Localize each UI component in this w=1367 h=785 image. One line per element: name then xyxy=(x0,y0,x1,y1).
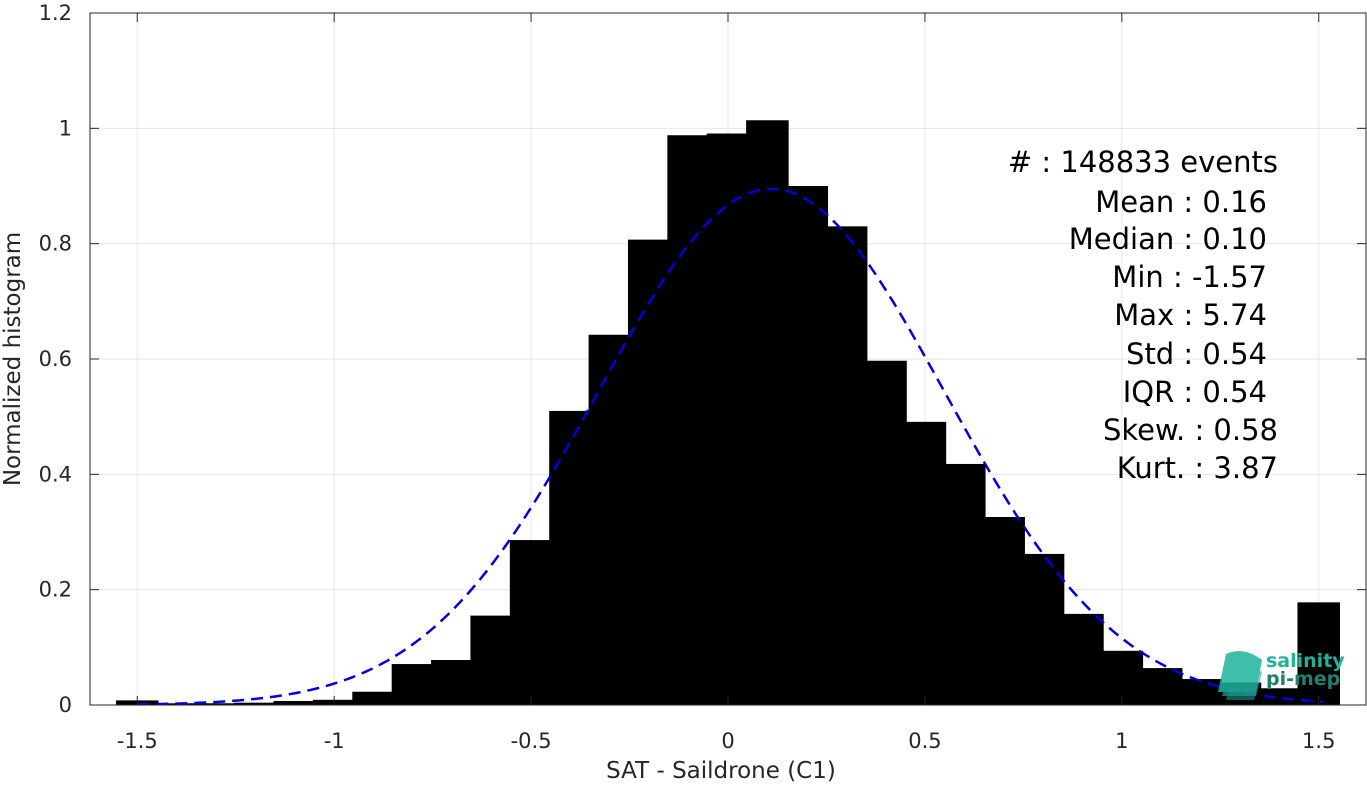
histogram-bar xyxy=(273,700,317,705)
histogram-bar xyxy=(982,517,1025,705)
histogram-bar xyxy=(234,702,277,705)
stats-iqr: IQR : 0.54 xyxy=(1123,375,1267,409)
y-tick-label: 0 xyxy=(59,693,72,717)
stats-mean: Mean : 0.16 xyxy=(1095,185,1267,219)
histogram-bar xyxy=(903,421,947,705)
histogram-bar xyxy=(431,660,474,705)
stats-max: Max : 5.74 xyxy=(1114,298,1267,332)
x-tick-label: -0.5 xyxy=(511,729,552,753)
x-tick-label: 1 xyxy=(1115,729,1128,753)
wave-logo-icon xyxy=(1218,651,1262,700)
y-tick-label: 1.2 xyxy=(39,1,72,25)
histogram-bar xyxy=(1179,679,1222,705)
histogram-bar xyxy=(1258,688,1301,705)
histogram-bar xyxy=(864,360,907,705)
histogram-bar xyxy=(1100,650,1144,705)
x-tick-label: -1 xyxy=(324,729,345,753)
histogram-bar xyxy=(785,186,829,705)
stats-std: Std : 0.54 xyxy=(1126,337,1267,371)
stats-skew: Skew. : 0.58 xyxy=(1103,413,1278,447)
histogram-bar xyxy=(391,664,435,705)
histogram-bar xyxy=(1021,553,1065,705)
y-tick-label: 1 xyxy=(59,116,72,140)
salinity-pi-mep-logo: salinity pi-mep xyxy=(1218,650,1345,700)
histogram-bar xyxy=(746,120,789,705)
histogram-bar xyxy=(706,133,750,706)
x-tick-label: 0.5 xyxy=(908,729,941,753)
logo-text-salinity: salinity xyxy=(1266,650,1345,672)
x-axis-title: SAT - Saildrone (C1) xyxy=(606,758,836,784)
x-axis-ticks: -1.5 -1 -0.5 0 0.5 1 1.5 xyxy=(117,13,1335,753)
histogram-bar xyxy=(943,463,986,705)
histogram-bar xyxy=(824,226,868,705)
histogram-bar xyxy=(352,691,395,705)
y-tick-label: 0.8 xyxy=(39,232,72,256)
histogram-bar xyxy=(1297,602,1341,705)
histogram-bar xyxy=(194,703,238,705)
y-tick-label: 0.2 xyxy=(39,578,72,602)
statistics-box: # : 148833 events Mean : 0.16 Median : 0… xyxy=(1008,145,1278,485)
histogram-bar xyxy=(1061,613,1104,705)
x-tick-label: 0 xyxy=(721,729,734,753)
y-axis-ticks: 0 0.2 0.4 0.6 0.8 1 1.2 xyxy=(39,1,1366,717)
x-tick-label: 1.5 xyxy=(1302,729,1335,753)
histogram-bar xyxy=(667,135,710,706)
histogram-bar xyxy=(588,334,632,705)
histogram-bar xyxy=(549,410,592,705)
histogram-bar xyxy=(1139,668,1183,705)
stats-kurt: Kurt. : 3.87 xyxy=(1117,451,1278,485)
histogram-bar xyxy=(509,540,553,705)
histogram-bar xyxy=(627,239,671,705)
logo-text-pi-mep: pi-mep xyxy=(1266,668,1340,690)
histogram-bars xyxy=(115,120,1341,706)
normal-fit-curve xyxy=(137,187,1323,706)
y-tick-label: 0.4 xyxy=(39,462,72,486)
y-axis-title: Normalized histogram xyxy=(0,232,26,486)
stats-median: Median : 0.10 xyxy=(1069,222,1267,256)
x-tick-label: -1.5 xyxy=(117,729,158,753)
y-tick-label: 0.6 xyxy=(39,347,72,371)
histogram-bar xyxy=(470,615,513,705)
stats-count: # : 148833 events xyxy=(1008,145,1278,179)
stats-min: Min : -1.57 xyxy=(1112,260,1267,294)
